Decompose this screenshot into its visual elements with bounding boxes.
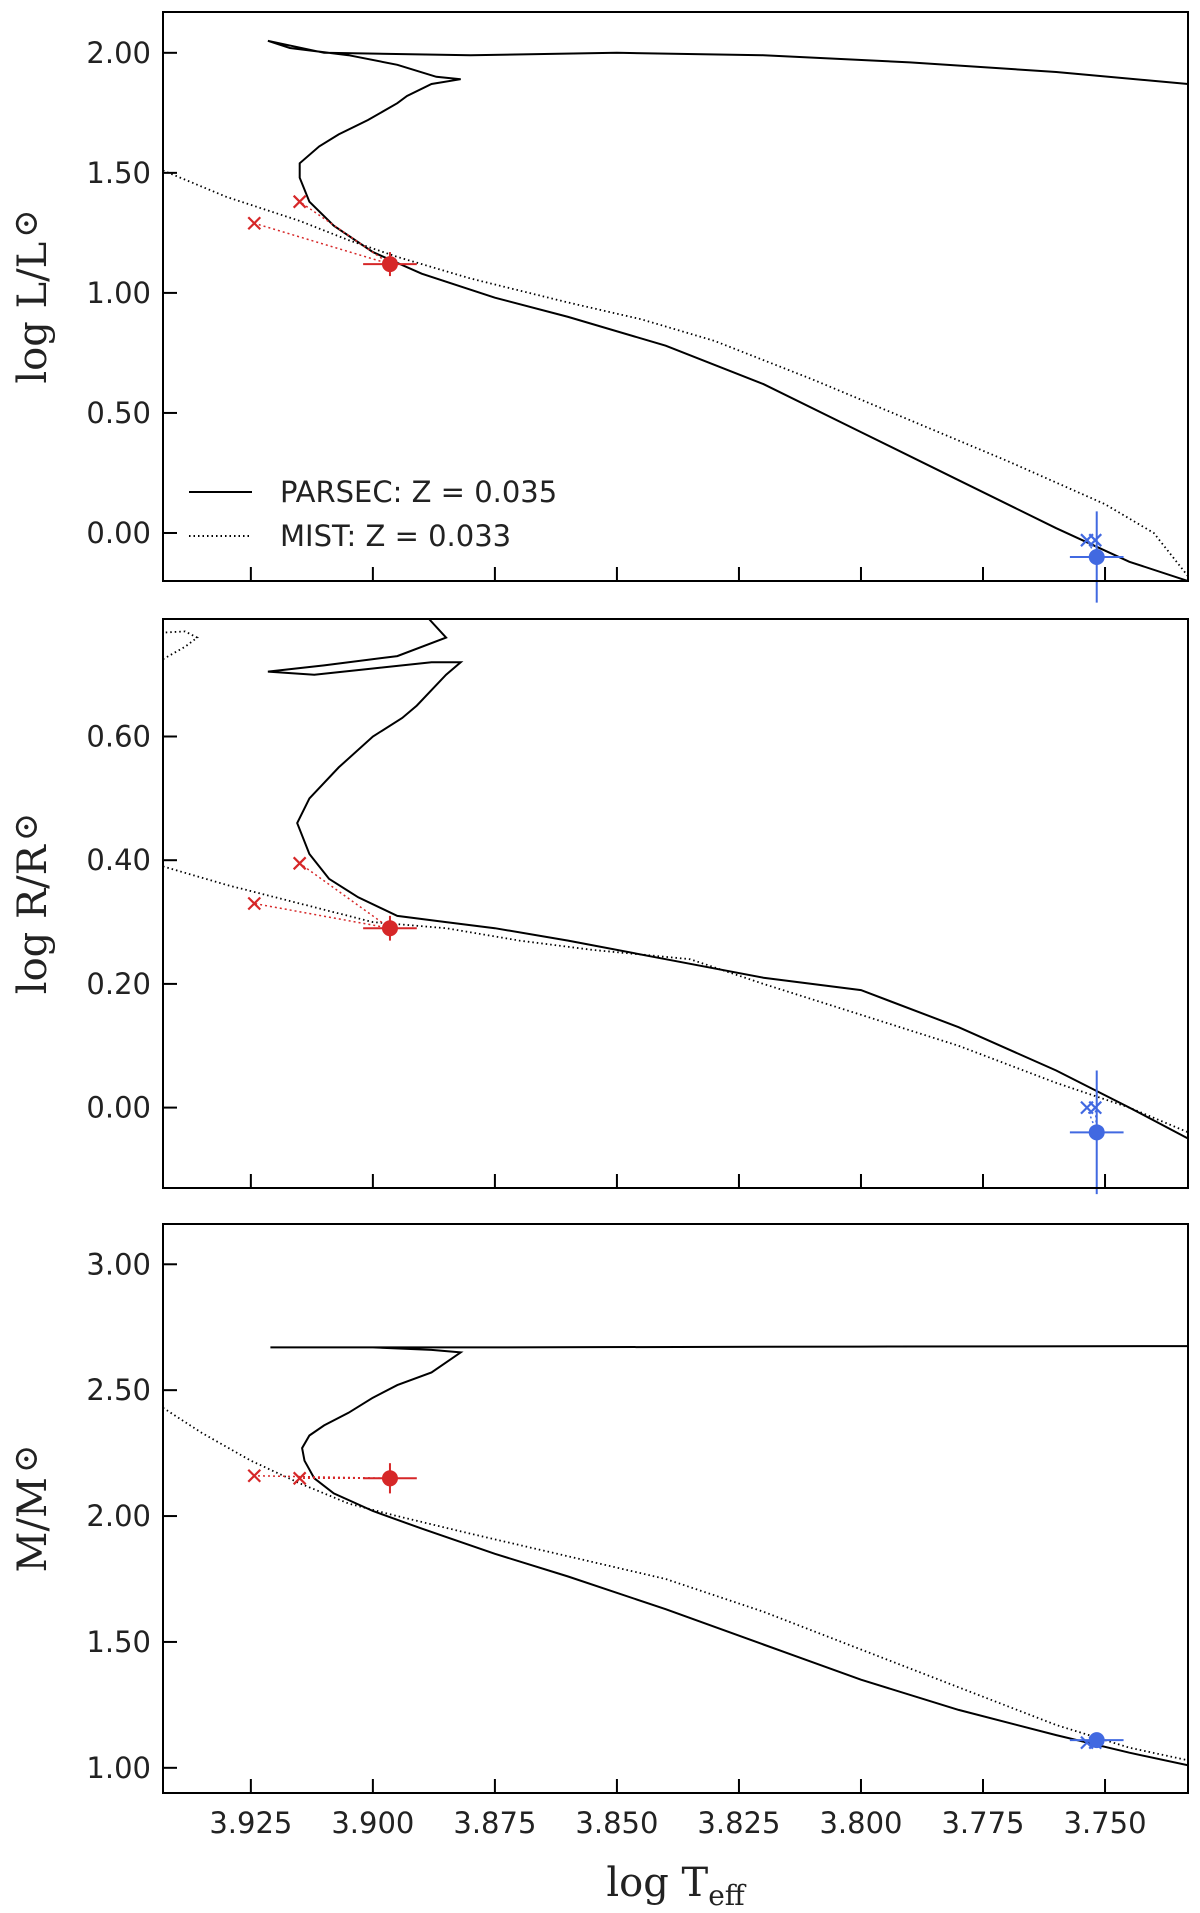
- mist-track: [163, 169, 1188, 577]
- y-axis-label: log L/L ⊙: [6, 209, 56, 383]
- model-prediction-marker: [247, 1468, 262, 1483]
- observed-point: [381, 256, 398, 273]
- plot-frame: [162, 11, 1189, 582]
- y-tick-label: 2.00: [86, 1499, 151, 1533]
- y-tick-label: 0.00: [86, 516, 151, 550]
- mist-track: [163, 630, 199, 660]
- y-axis-label-symbol: ⊙: [6, 813, 46, 842]
- y-tick-label: 2.50: [86, 1373, 151, 1407]
- observed-point: [1088, 1124, 1105, 1141]
- y-axis-label-main: log L/L: [10, 242, 56, 384]
- star-2: [1069, 1070, 1124, 1195]
- y-tick-label: 0.60: [86, 720, 151, 754]
- x-tick-label: 3.875: [453, 1806, 536, 1840]
- model-prediction-marker: [247, 216, 262, 231]
- x-axis-label: log Teff: [606, 1860, 746, 1912]
- model-prediction-marker: [292, 194, 307, 209]
- model-tracks: [163, 1345, 1188, 1767]
- mist-track: [163, 865, 1188, 1134]
- star-1: [247, 1463, 417, 1494]
- star-2: [1069, 1732, 1124, 1750]
- star-2: [1069, 511, 1124, 603]
- model-prediction-marker: [247, 896, 262, 911]
- x-axis-label-main: log T: [606, 1860, 708, 1906]
- model-prediction-marker: [292, 1471, 307, 1486]
- y-tick-label: 3.00: [86, 1247, 151, 1281]
- model-link: [1094, 1107, 1098, 1133]
- observed-point: [1088, 1732, 1105, 1749]
- y-tick-label: 1.50: [86, 156, 151, 190]
- y-tick-label: 1.00: [86, 1751, 151, 1785]
- model-link: [299, 862, 391, 929]
- model-tracks: [163, 619, 1188, 1140]
- plot-frame: [162, 1223, 1189, 1794]
- x-tick-label: 3.775: [941, 1806, 1024, 1840]
- model-link: [299, 201, 391, 265]
- y-axis-label: M/M ⊙: [6, 1445, 56, 1573]
- y-axis-label-main: log R/R: [10, 843, 56, 994]
- x-tick-label: 3.900: [331, 1806, 414, 1840]
- star-1: [247, 194, 417, 277]
- model-prediction-marker: [292, 856, 307, 871]
- parsec-track: [267, 39, 1188, 581]
- y-tick-label: 1.00: [86, 276, 151, 310]
- legend-label: MIST: Z = 0.033: [280, 519, 511, 553]
- legend-label: PARSEC: Z = 0.035: [280, 475, 557, 509]
- legend: PARSEC: Z = 0.035 MIST: Z = 0.033: [189, 475, 557, 553]
- x-tick-label: 3.850: [575, 1806, 658, 1840]
- panel-2: 0.00 0.20 0.40 0.60 log R/R⊙: [6, 618, 1189, 1195]
- plot-frame: [162, 618, 1189, 1189]
- y-axis-label-symbol: ⊙: [6, 1445, 46, 1474]
- y-tick-label: 2.00: [86, 36, 151, 70]
- panel-1: 0.00 0.50 1.00 1.50 2.00 log L/L ⊙ PARSEC: Z = …: [6, 11, 1189, 603]
- star-1: [247, 856, 417, 941]
- x-tick-label: 3.925: [209, 1806, 292, 1840]
- y-tick-label: 0.40: [86, 843, 151, 877]
- panel-3: 1.00 1.50 2.00 2.50 3.00 3.925 3.900 3.875 3.850…: [6, 1223, 1189, 1912]
- y-tick-label: 0.00: [86, 1091, 151, 1125]
- model-link: [254, 902, 391, 929]
- observed-point: [381, 1470, 398, 1487]
- mist-track: [163, 1407, 1188, 1762]
- y-axis-label-main: M/M: [10, 1477, 56, 1572]
- model-tracks: [163, 39, 1188, 581]
- model-prediction-marker: [1088, 533, 1103, 547]
- x-axis-label-sub: eff: [708, 1879, 747, 1912]
- observed-point: [381, 920, 398, 937]
- model-link: [254, 222, 391, 265]
- parsec-track: [267, 619, 1188, 1140]
- x-tick-label: 3.825: [697, 1806, 780, 1840]
- y-tick-label: 0.20: [86, 967, 151, 1001]
- y-tick-label: 1.50: [86, 1625, 151, 1659]
- model-prediction-marker: [1088, 1100, 1103, 1115]
- x-tick-label: 3.750: [1064, 1806, 1147, 1840]
- x-tick-label: 3.800: [819, 1806, 902, 1840]
- y-axis-label: log R/R⊙: [6, 813, 56, 994]
- observed-point: [1088, 548, 1105, 565]
- y-axis-label-symbol: ⊙: [6, 209, 46, 238]
- figure-panels: 0.00 0.50 1.00 1.50 2.00 log L/L ⊙ PARSEC: Z = …: [6, 11, 1189, 1912]
- parsec-track: [270, 1345, 1188, 1767]
- y-tick-label: 0.50: [86, 396, 151, 430]
